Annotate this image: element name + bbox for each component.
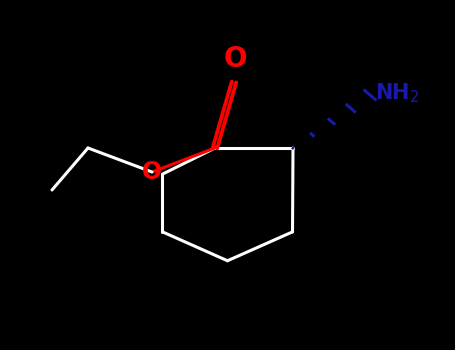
Text: O: O: [142, 160, 162, 184]
Text: O: O: [223, 45, 247, 73]
Text: NH$_2$: NH$_2$: [374, 82, 419, 105]
